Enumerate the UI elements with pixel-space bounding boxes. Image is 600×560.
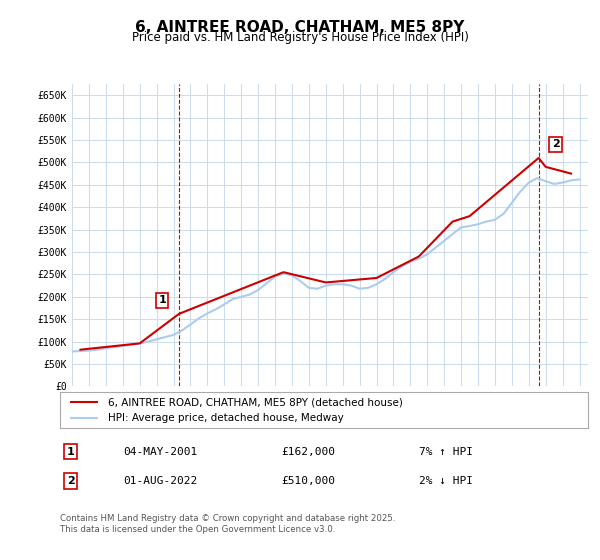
Text: 2% ↓ HPI: 2% ↓ HPI (419, 476, 473, 486)
Text: £162,000: £162,000 (282, 447, 336, 456)
Text: 1: 1 (67, 447, 74, 456)
Text: 7% ↑ HPI: 7% ↑ HPI (419, 447, 473, 456)
Text: £510,000: £510,000 (282, 476, 336, 486)
Text: 2: 2 (551, 139, 559, 150)
Text: 6, AINTREE ROAD, CHATHAM, ME5 8PY: 6, AINTREE ROAD, CHATHAM, ME5 8PY (136, 20, 464, 35)
Text: Price paid vs. HM Land Registry's House Price Index (HPI): Price paid vs. HM Land Registry's House … (131, 31, 469, 44)
Text: 04-MAY-2001: 04-MAY-2001 (124, 447, 197, 456)
Text: 6, AINTREE ROAD, CHATHAM, ME5 8PY (detached house): 6, AINTREE ROAD, CHATHAM, ME5 8PY (detac… (107, 397, 403, 407)
Text: 2: 2 (67, 476, 74, 486)
Text: 1: 1 (158, 295, 166, 305)
Text: HPI: Average price, detached house, Medway: HPI: Average price, detached house, Medw… (107, 413, 343, 423)
Text: Contains HM Land Registry data © Crown copyright and database right 2025.
This d: Contains HM Land Registry data © Crown c… (60, 515, 395, 534)
Text: 01-AUG-2022: 01-AUG-2022 (124, 476, 197, 486)
